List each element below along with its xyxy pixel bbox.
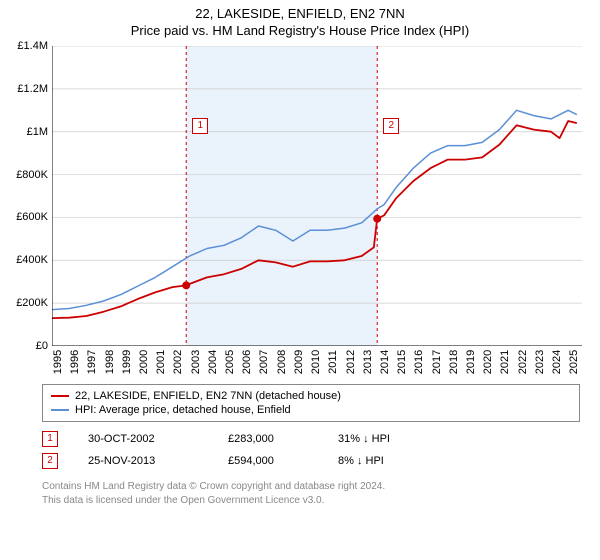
sale-row: 1 30-OCT-2002 £283,000 31% ↓ HPI xyxy=(42,428,580,450)
y-tick-label: £1.4M xyxy=(17,40,48,52)
chart-title-block: 22, LAKESIDE, ENFIELD, EN2 7NN Price pai… xyxy=(0,0,600,42)
legend-item: 22, LAKESIDE, ENFIELD, EN2 7NN (detached… xyxy=(51,389,571,403)
x-tick-label: 2019 xyxy=(465,350,477,374)
x-tick-label: 2024 xyxy=(551,350,563,374)
x-tick-label: 2014 xyxy=(379,350,391,374)
legend-item: HPI: Average price, detached house, Enfi… xyxy=(51,403,571,417)
sale-pct: 31% ↓ HPI xyxy=(338,433,438,445)
x-tick-label: 2025 xyxy=(568,350,580,374)
x-tick-label: 2020 xyxy=(482,350,494,374)
y-tick-label: £600K xyxy=(16,211,48,223)
credit-line2: This data is licensed under the Open Gov… xyxy=(42,494,580,508)
x-tick-label: 2015 xyxy=(396,350,408,374)
x-tick-label: 2022 xyxy=(517,350,529,374)
x-tick-label: 2021 xyxy=(499,350,511,374)
x-tick-label: 1998 xyxy=(104,350,116,374)
x-tick-label: 1995 xyxy=(52,350,64,374)
x-tick-label: 2007 xyxy=(258,350,270,374)
x-tick-label: 2016 xyxy=(413,350,425,374)
x-tick-label: 2004 xyxy=(207,350,219,374)
sale-price: £594,000 xyxy=(228,455,308,467)
x-tick-label: 2023 xyxy=(534,350,546,374)
sale-row-marker: 1 xyxy=(42,431,58,447)
chart-area: £0£200K£400K£600K£800K£1M£1.2M£1.4M19951… xyxy=(52,46,582,346)
sale-marker-1: 1 xyxy=(192,118,208,134)
x-tick-label: 2017 xyxy=(431,350,443,374)
x-tick-label: 2018 xyxy=(448,350,460,374)
legend: 22, LAKESIDE, ENFIELD, EN2 7NN (detached… xyxy=(42,384,580,422)
legend-swatch xyxy=(51,409,69,411)
credit-line1: Contains HM Land Registry data © Crown c… xyxy=(42,480,580,494)
x-tick-label: 2013 xyxy=(362,350,374,374)
x-tick-label: 2003 xyxy=(190,350,202,374)
chart-title-line1: 22, LAKESIDE, ENFIELD, EN2 7NN xyxy=(0,6,600,21)
legend-swatch xyxy=(51,395,69,397)
x-tick-label: 2002 xyxy=(172,350,184,374)
x-tick-label: 1999 xyxy=(121,350,133,374)
x-tick-label: 2006 xyxy=(241,350,253,374)
chart-svg xyxy=(52,46,582,346)
chart-title-line2: Price paid vs. HM Land Registry's House … xyxy=(0,23,600,38)
sale-pct: 8% ↓ HPI xyxy=(338,455,438,467)
y-tick-label: £1.2M xyxy=(17,83,48,95)
legend-label: HPI: Average price, detached house, Enfi… xyxy=(75,404,291,416)
x-tick-label: 2001 xyxy=(155,350,167,374)
x-tick-label: 2012 xyxy=(345,350,357,374)
sale-row-marker: 2 xyxy=(42,453,58,469)
y-tick-label: £800K xyxy=(16,169,48,181)
sale-row: 2 25-NOV-2013 £594,000 8% ↓ HPI xyxy=(42,450,580,472)
credit-text: Contains HM Land Registry data © Crown c… xyxy=(42,480,580,507)
sale-marker-2: 2 xyxy=(383,118,399,134)
y-tick-label: £0 xyxy=(36,340,48,352)
sale-date: 25-NOV-2013 xyxy=(88,455,198,467)
x-tick-label: 1997 xyxy=(86,350,98,374)
x-tick-label: 2011 xyxy=(327,350,339,374)
y-tick-label: £400K xyxy=(16,254,48,266)
sales-table: 1 30-OCT-2002 £283,000 31% ↓ HPI 2 25-NOV-201… xyxy=(42,428,580,472)
x-tick-label: 1996 xyxy=(69,350,81,374)
sale-date: 30-OCT-2002 xyxy=(88,433,198,445)
legend-label: 22, LAKESIDE, ENFIELD, EN2 7NN (detached… xyxy=(75,390,341,402)
x-tick-label: 2008 xyxy=(276,350,288,374)
x-tick-label: 2009 xyxy=(293,350,305,374)
sale-price: £283,000 xyxy=(228,433,308,445)
x-tick-label: 2005 xyxy=(224,350,236,374)
y-tick-label: £1M xyxy=(27,126,48,138)
x-tick-label: 2000 xyxy=(138,350,150,374)
y-tick-label: £200K xyxy=(16,297,48,309)
x-tick-label: 2010 xyxy=(310,350,322,374)
